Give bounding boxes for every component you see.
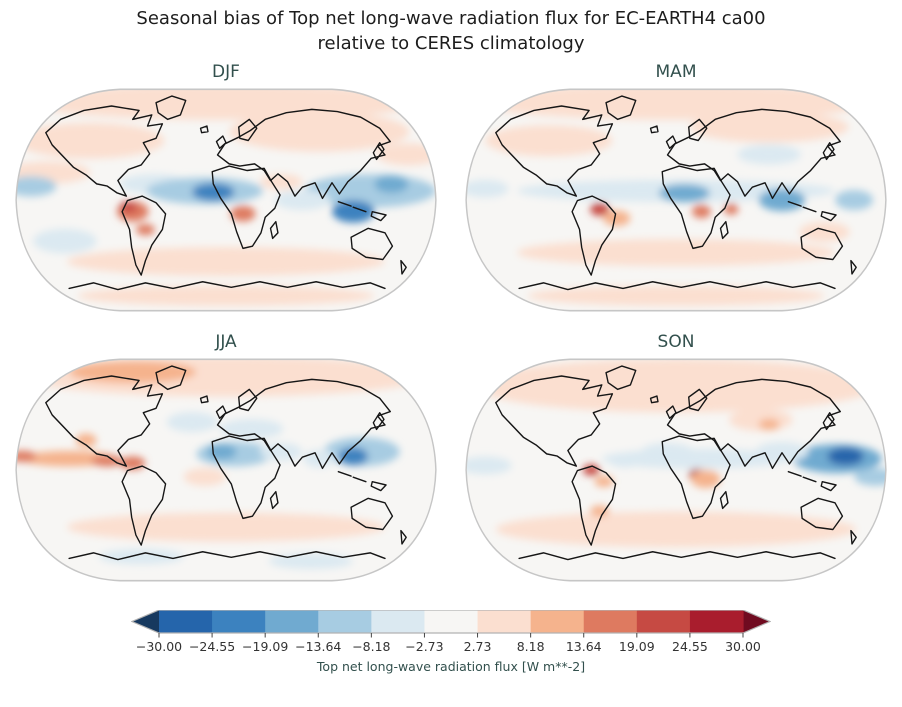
colorbar: −30.00 −24.55 −19.09 −13.64 −8.18 −2.73 2.73 8.…	[131, 610, 771, 654]
svg-text:−8.18: −8.18	[352, 639, 390, 654]
svg-text:2.73: 2.73	[464, 639, 492, 654]
maps-grid: DJF MAM JJA SON	[0, 56, 902, 584]
panel-title-mam: MAM	[655, 62, 697, 82]
djf-bias-map	[15, 88, 437, 312]
figure-title: Seasonal bias of Top net long-wave radia…	[0, 0, 902, 56]
svg-text:30.00: 30.00	[725, 639, 761, 654]
panel-title-jja: JJA	[215, 332, 237, 352]
panel-title-son: SON	[657, 332, 695, 352]
colorbar-label: Top net long-wave radiation flux [W m**-…	[316, 659, 586, 674]
jja-bias-map	[15, 358, 437, 582]
figure-title-line2: relative to CERES climatology	[317, 33, 585, 54]
svg-text:−19.09: −19.09	[242, 639, 288, 654]
panel-title-djf: DJF	[212, 62, 240, 82]
svg-text:8.18: 8.18	[517, 639, 545, 654]
svg-text:−30.00: −30.00	[136, 639, 182, 654]
son-bias-map	[465, 358, 887, 582]
svg-text:−13.64: −13.64	[295, 639, 341, 654]
figure-title-line1: Seasonal bias of Top net long-wave radia…	[136, 8, 766, 29]
panel-jja: JJA	[14, 330, 438, 584]
colorbar-area: −30.00 −24.55 −19.09 −13.64 −8.18 −2.73 2.73 8.…	[0, 610, 902, 674]
svg-text:−24.55: −24.55	[189, 639, 235, 654]
mam-bias-map	[465, 88, 887, 312]
panel-son: SON	[464, 330, 888, 584]
svg-text:19.09: 19.09	[619, 639, 655, 654]
svg-text:−2.73: −2.73	[405, 639, 443, 654]
svg-text:13.64: 13.64	[566, 639, 602, 654]
svg-text:24.55: 24.55	[672, 639, 708, 654]
panel-mam: MAM	[464, 60, 888, 314]
panel-djf: DJF	[14, 60, 438, 314]
